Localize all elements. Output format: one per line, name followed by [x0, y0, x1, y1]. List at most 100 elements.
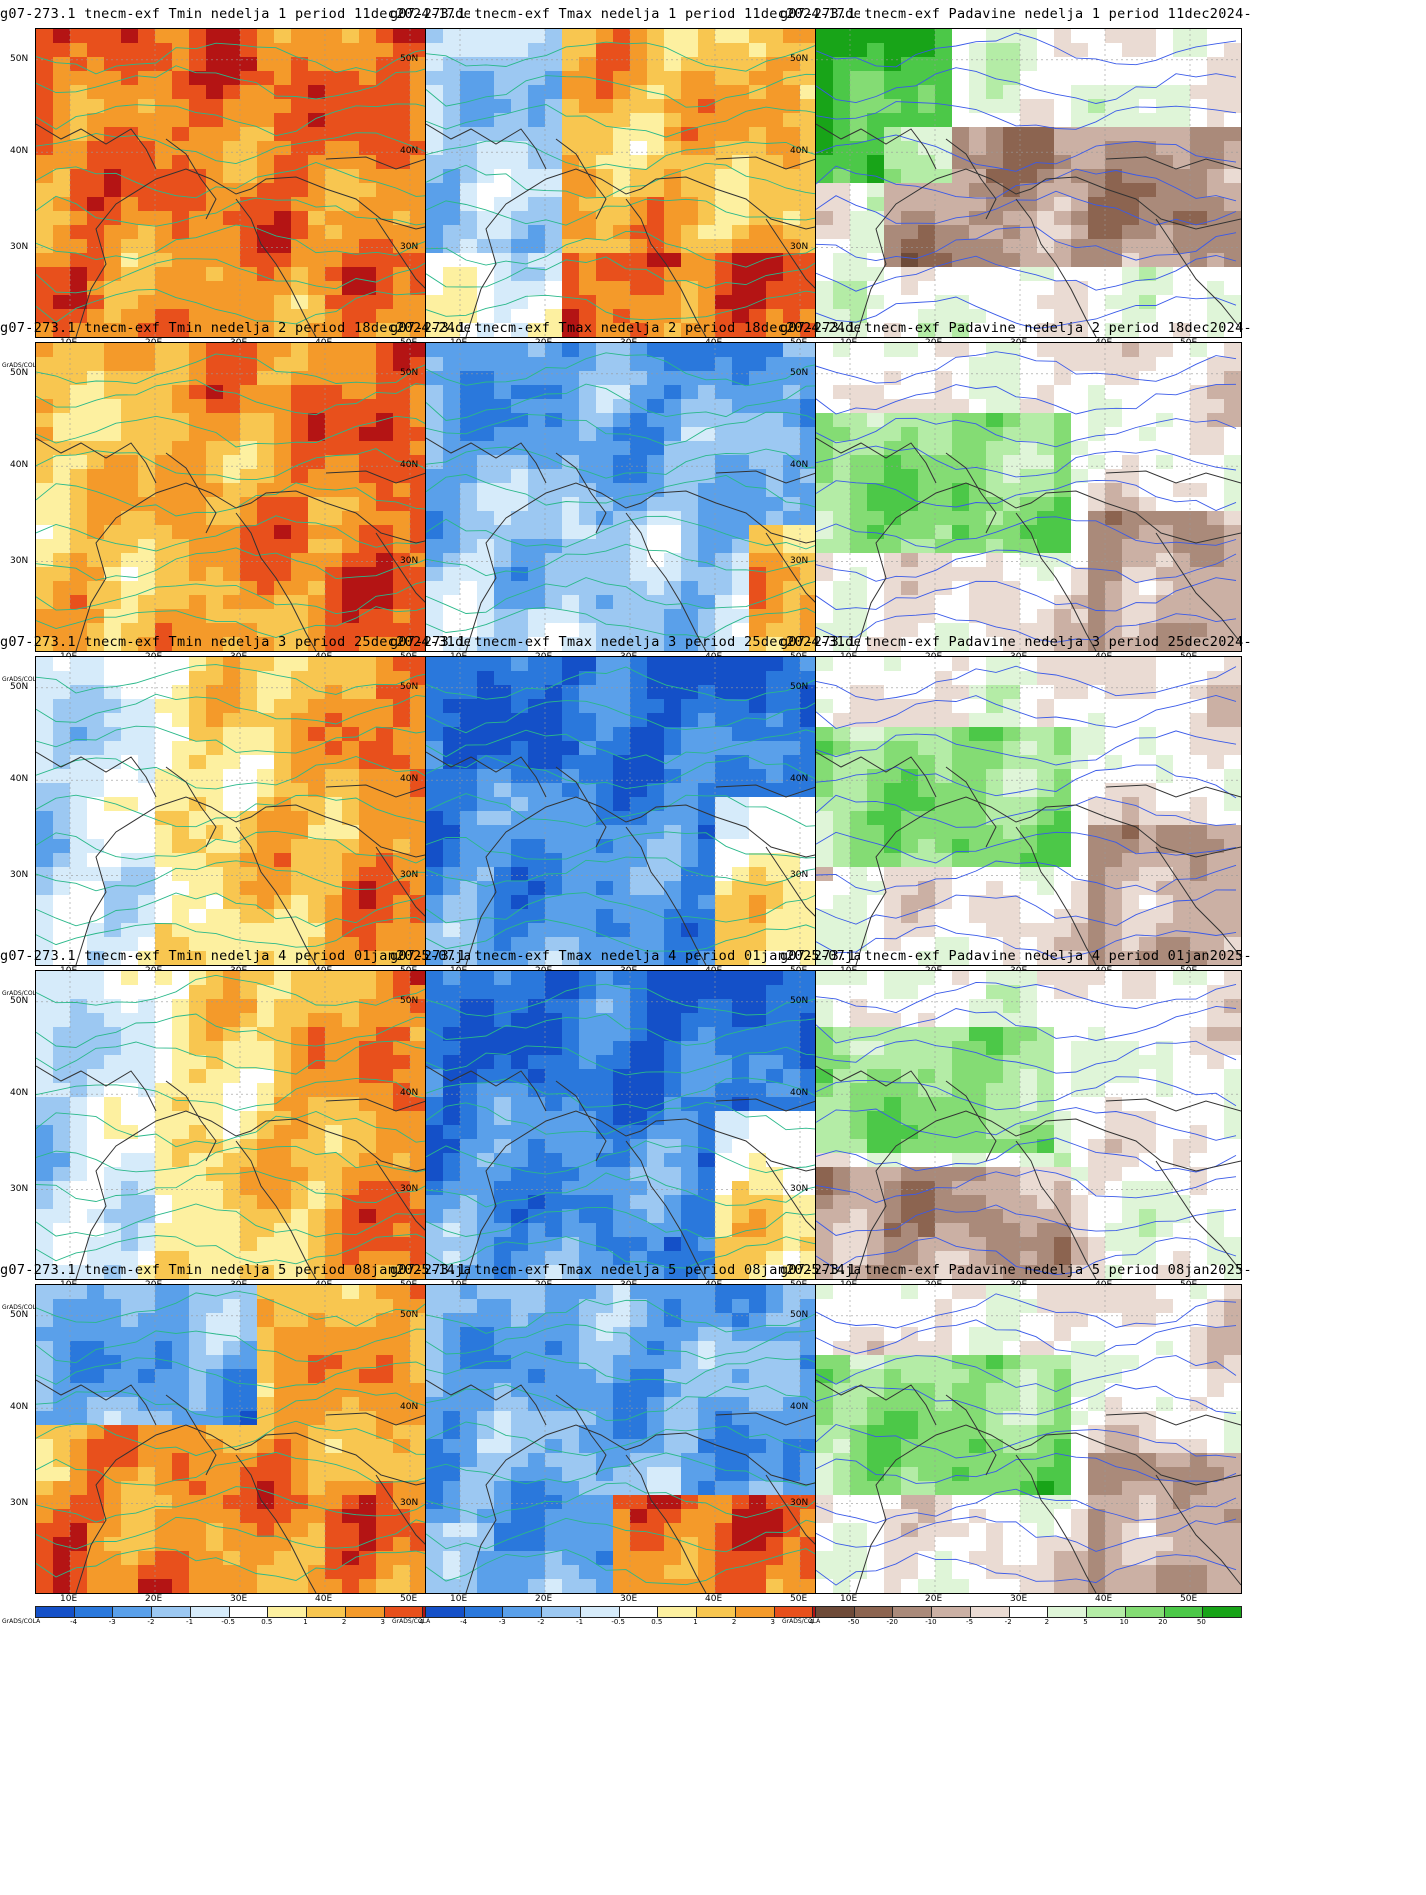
colorbar-tick-label: -0.5: [221, 1618, 236, 1626]
latitude-label: 40N: [790, 146, 809, 157]
latitude-label: 50N: [10, 367, 29, 378]
temperature-anomaly-map: [425, 342, 852, 652]
colorbar-tick-label: -1: [576, 1618, 584, 1626]
colorbar-tick-label: 2: [341, 1618, 347, 1626]
longitude-label: 10E: [60, 1594, 78, 1604]
grads-credit: GrADS/COLA: [2, 990, 41, 997]
map-panel: g07-273.1 tnecm-exf Tmax nedelja 1 perio…: [390, 0, 860, 378]
colorbar-tick-label: -3: [498, 1618, 506, 1626]
map-panel: g07-273.1 tnecm-exf Padavine nedelja 4 p…: [780, 942, 1250, 1320]
colorbar-swatch: [816, 1607, 855, 1617]
latitude-label: 40N: [790, 1088, 809, 1099]
longitude-label: 50E: [790, 1594, 808, 1604]
colorbar-swatch: [735, 1607, 775, 1617]
panel-title: g07-273.1 tnecm-exf Padavine nedelja 3 p…: [780, 634, 1250, 650]
map-canvas: [36, 971, 461, 1279]
colorbar-tick-label: 4: [419, 1618, 424, 1626]
colorbar-tick-label: 20: [1158, 1618, 1168, 1626]
latitude-label: 40N: [10, 1402, 29, 1413]
map-canvas: [816, 657, 1241, 965]
colorbar-swatch: [229, 1607, 269, 1617]
latitude-label: 40N: [10, 146, 29, 157]
grads-credit: GrADS/COLA: [2, 676, 41, 683]
colorbar-tick-label: 0.5: [651, 1618, 663, 1626]
colorbar-tick-label: 0.5: [261, 1618, 273, 1626]
latitude-label: 30N: [790, 869, 809, 880]
colorbar-swatch: [307, 1607, 346, 1617]
colorbar-tick-label: 10: [1119, 1618, 1129, 1626]
precipitation-anomaly-map: [815, 970, 1242, 1280]
grads-credit: GrADS/COLA: [782, 1618, 821, 1625]
latitude-label: 30N: [10, 869, 29, 880]
panel-title: g07-273.1 tnecm-exf Tmax nedelja 1 perio…: [390, 6, 860, 22]
map-panel: g07-273.1 tnecm-exf Padavine nedelja 2 p…: [780, 314, 1250, 692]
colorbar-swatch: [36, 1607, 75, 1617]
latitude-label: 40N: [400, 1402, 419, 1413]
latitude-label: 40N: [400, 146, 419, 157]
map-canvas: [816, 1285, 1241, 1593]
latitude-label: 30N: [10, 1497, 29, 1508]
colorbar-tick-label: -0.5: [611, 1618, 626, 1626]
longitude-label: 20E: [925, 1594, 943, 1604]
colorbar-ticks: -4 -3 -2 -1 -0.5 0.5 1 2 3 4: [35, 1618, 460, 1630]
latitude-label: 50N: [790, 53, 809, 64]
latitude-label: 50N: [10, 1309, 29, 1320]
latitude-label: 40N: [790, 460, 809, 471]
map-panel: g07-273.1 tnecm-exf Padavine nedelja 3 p…: [780, 628, 1250, 1006]
colorbar-swatch: [697, 1607, 736, 1617]
latitude-label: 30N: [790, 1497, 809, 1508]
map-canvas: [816, 971, 1241, 1279]
map-canvas: [816, 343, 1241, 651]
latitude-label: 50N: [400, 367, 419, 378]
panel-title: g07-273.1 tnecm-exf Tmax nedelja 2 perio…: [390, 320, 860, 336]
panel-title: g07-273.1 tnecm-exf Tmin nedelja 1 perio…: [0, 6, 470, 22]
precipitation-anomaly-map: [815, 28, 1242, 338]
colorbar: [815, 1606, 1242, 1618]
temperature-anomaly-map: [35, 656, 462, 966]
latitude-label: 30N: [400, 555, 419, 566]
panel-title: g07-273.1 tnecm-exf Padavine nedelja 2 p…: [780, 320, 1250, 336]
colorbar-swatch: [1048, 1607, 1088, 1617]
colorbar-swatch: [503, 1607, 543, 1617]
temperature-anomaly-map: [425, 970, 852, 1280]
colorbar-tick-label: -10: [925, 1618, 937, 1626]
latitude-label: 50N: [790, 995, 809, 1006]
latitude-label: 30N: [10, 555, 29, 566]
colorbar-swatch: [774, 1607, 814, 1617]
panel-title: g07-273.1 tnecm-exf Tmin nedelja 4 perio…: [0, 948, 470, 964]
colorbar-tick-label: 3: [380, 1618, 385, 1626]
longitude-label: 30E: [230, 1594, 248, 1604]
colorbar-tick-label: -50: [847, 1618, 860, 1626]
colorbar-ticks: -50 -20 -10 -5 -2 2 5 10 20 50: [815, 1618, 1240, 1630]
longitude-label: 50E: [1180, 1594, 1198, 1604]
colorbar-swatch: [1125, 1607, 1165, 1617]
colorbar-tick-label: 1: [303, 1618, 308, 1626]
grads-credit: GrADS/COLA: [2, 362, 41, 369]
colorbar-swatch: [619, 1607, 659, 1617]
latitude-label: 30N: [400, 869, 419, 880]
map-canvas: [426, 971, 851, 1279]
panel-title: g07-273.1 tnecm-exf Tmax nedelja 5 perio…: [390, 1262, 860, 1278]
temperature-anomaly-map: [425, 28, 852, 338]
longitude-label: 50E: [400, 1594, 418, 1604]
map-panel: g07-273.1 tnecm-exf Tmin nedelja 3 perio…: [0, 628, 470, 1006]
longitude-label: 10E: [450, 1594, 468, 1604]
grads-credit: GrADS/COLA: [2, 1304, 41, 1311]
panel-title: g07-273.1 tnecm-exf Tmin nedelja 2 perio…: [0, 320, 470, 336]
map-panel: g07-273.1 tnecm-exf Tmax nedelja 4 perio…: [390, 942, 860, 1320]
colorbar-tick-label: -2: [1004, 1618, 1012, 1626]
colorbar-tick-label: 1: [693, 1618, 698, 1626]
panel-title: g07-273.1 tnecm-exf Tmax nedelja 3 perio…: [390, 634, 860, 650]
precipitation-anomaly-map: [815, 1284, 1242, 1594]
latitude-label: 40N: [400, 774, 419, 785]
colorbar-swatch: [1087, 1607, 1126, 1617]
colorbar-tick-label: -5: [966, 1618, 974, 1626]
colorbar-tick-label: 4: [809, 1618, 814, 1626]
colorbar-swatch: [426, 1607, 465, 1617]
latitude-label: 30N: [400, 1183, 419, 1194]
colorbar-tick-label: 2: [731, 1618, 737, 1626]
colorbar-tick-label: 5: [1083, 1618, 1088, 1626]
latitude-label: 30N: [790, 555, 809, 566]
longitude-label: 20E: [535, 1594, 553, 1604]
latitude-label: 30N: [10, 1183, 29, 1194]
